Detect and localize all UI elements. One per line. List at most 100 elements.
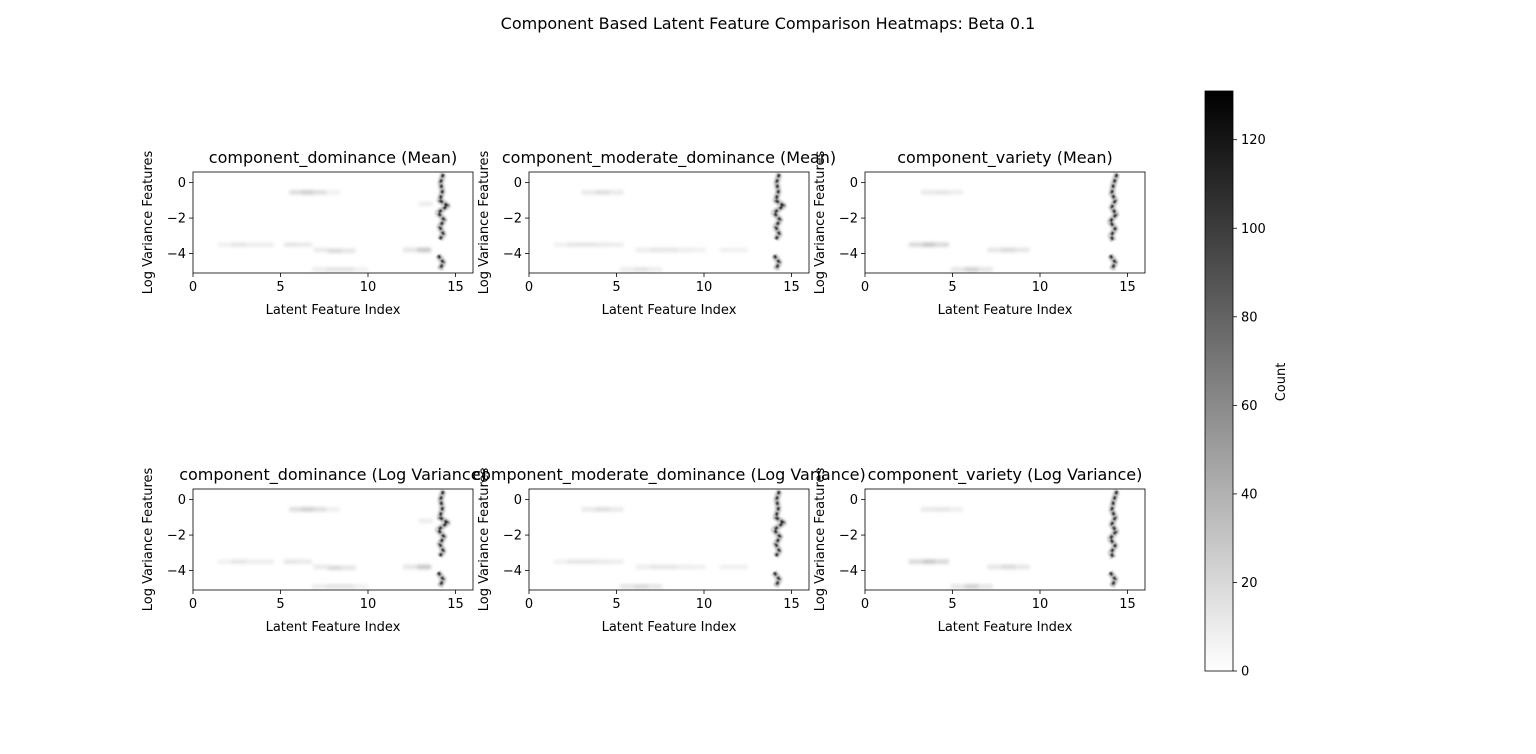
x-tick-label: 0 (861, 597, 869, 612)
y-tick-label: −4 (503, 564, 522, 579)
ridge-line (436, 490, 450, 558)
plot-frame (864, 488, 1146, 591)
colorbar-tick-label: 80 (1241, 310, 1258, 325)
heatmap-cell (733, 247, 748, 253)
x-axis-label: Latent Feature Index (266, 303, 401, 318)
heatmap-ridge (434, 172, 452, 272)
ridge-line (772, 571, 781, 588)
heatmap-cell (649, 564, 664, 570)
panel-title: component_dominance (Mean) (209, 148, 457, 168)
x-tick-label: 15 (447, 280, 464, 295)
plot-background (865, 489, 1145, 590)
heatmap-panels: 0 5 10 15 0 −2 −4 component_dominance (Mean) Lat… (141, 148, 1146, 635)
colorbar-tick-label: 0 (1241, 665, 1249, 680)
heatmap-cell (313, 564, 328, 570)
colorbar-tick-label: 100 (1241, 222, 1266, 237)
colorbar-tick-label: 20 (1241, 576, 1258, 591)
y-axis-label: Log Variance Features (813, 468, 828, 612)
heatmap-cells (217, 507, 433, 589)
heatmap-panel: 0 5 10 15 0 −2 −4 component_moderate_dominance … (477, 148, 836, 318)
heatmap-cells (908, 190, 1030, 272)
colorbar-gradient (1204, 90, 1234, 672)
heatmap-cell (935, 507, 949, 512)
y-axis-label: Log Variance Features (477, 151, 492, 295)
heatmap-cell (1001, 564, 1016, 570)
heatmap-cell (259, 559, 274, 564)
x-axis-label: Latent Feature Index (602, 303, 737, 318)
heatmap-cell (1015, 247, 1030, 253)
heatmap-cell (259, 242, 274, 247)
heatmap-cell (417, 247, 431, 253)
colorbar-tick-label: 40 (1241, 487, 1258, 502)
heatmap-cell (609, 242, 624, 247)
heatmap-cell (677, 247, 692, 253)
ridge-line (772, 254, 781, 271)
y-tick-label: 0 (178, 493, 186, 508)
y-tick-label: −4 (839, 564, 858, 579)
heatmap-cell (964, 267, 979, 272)
heatmap-cell (620, 267, 634, 272)
heatmap-cell (340, 267, 354, 272)
heatmap-cell (289, 190, 304, 195)
y-axis-label: Log Variance Features (141, 151, 156, 295)
x-tick-label: 0 (189, 597, 197, 612)
y-tick-label: −2 (839, 212, 858, 227)
heatmap-cell (635, 247, 650, 253)
colorbar-ticks: 0 20 40 60 80 100 120 (1233, 133, 1266, 680)
heatmap-cell (922, 559, 937, 564)
x-tick-label: 5 (948, 280, 956, 295)
heatmap-cell (964, 584, 979, 589)
heatmap-cell (950, 267, 965, 272)
panel-title: component_variety (Log Variance) (868, 465, 1143, 485)
y-axis-label: Log Variance Features (477, 468, 492, 612)
heatmap-cell (313, 247, 328, 253)
plot-background (193, 489, 473, 590)
heatmap-cell (908, 559, 923, 564)
panel-title: component_moderate_dominance (Log Varian… (472, 465, 865, 485)
heatmap-cell (581, 242, 596, 247)
heatmap-cell (581, 507, 596, 512)
heatmap-cell (341, 565, 356, 571)
heatmap-ridge (770, 172, 788, 272)
x-tick-label: 15 (783, 280, 800, 295)
heatmap-cell (298, 242, 312, 247)
heatmap-cell (935, 242, 949, 247)
heatmap-cell (935, 559, 949, 564)
y-tick-label: 0 (514, 176, 522, 191)
heatmap-cell (301, 190, 316, 195)
heatmap-cell (978, 267, 993, 272)
y-tick-label: −2 (167, 529, 186, 544)
plot-background (193, 172, 473, 273)
heatmap-cell (245, 242, 260, 247)
heatmap-cell (634, 584, 648, 589)
x-tick-label: 10 (360, 597, 377, 612)
heatmap-cell (935, 190, 949, 195)
heatmap-cell (663, 564, 678, 570)
heatmap-cell (978, 584, 993, 589)
heatmap-cell (908, 242, 923, 247)
y-tick-label: 0 (850, 176, 858, 191)
ridge-line (772, 490, 786, 558)
y-tick-label: 0 (514, 493, 522, 508)
x-axis-label: Latent Feature Index (266, 620, 401, 635)
ridge-line (1108, 571, 1117, 588)
figure-title: Component Based Latent Feature Compariso… (501, 14, 1036, 33)
heatmap-cell (921, 507, 935, 512)
heatmap-cell (922, 242, 937, 247)
x-tick-label: 10 (696, 280, 713, 295)
plot-background (865, 172, 1145, 273)
x-tick-label: 10 (696, 597, 713, 612)
plot-frame (192, 171, 474, 274)
panel-title: component_moderate_dominance (Mean) (502, 148, 836, 168)
heatmap-cell (987, 247, 1002, 253)
heatmap-ridge (1106, 489, 1121, 589)
heatmap-cell (313, 190, 328, 195)
heatmap-cell (231, 242, 246, 247)
heatmap-cell (648, 584, 662, 589)
x-axis-label: Latent Feature Index (938, 303, 1073, 318)
heatmap-cell (340, 584, 354, 589)
heatmap-cell (663, 247, 678, 253)
x-tick-label: 5 (276, 280, 284, 295)
heatmap-cell (231, 559, 246, 564)
ridge-line (436, 254, 445, 271)
